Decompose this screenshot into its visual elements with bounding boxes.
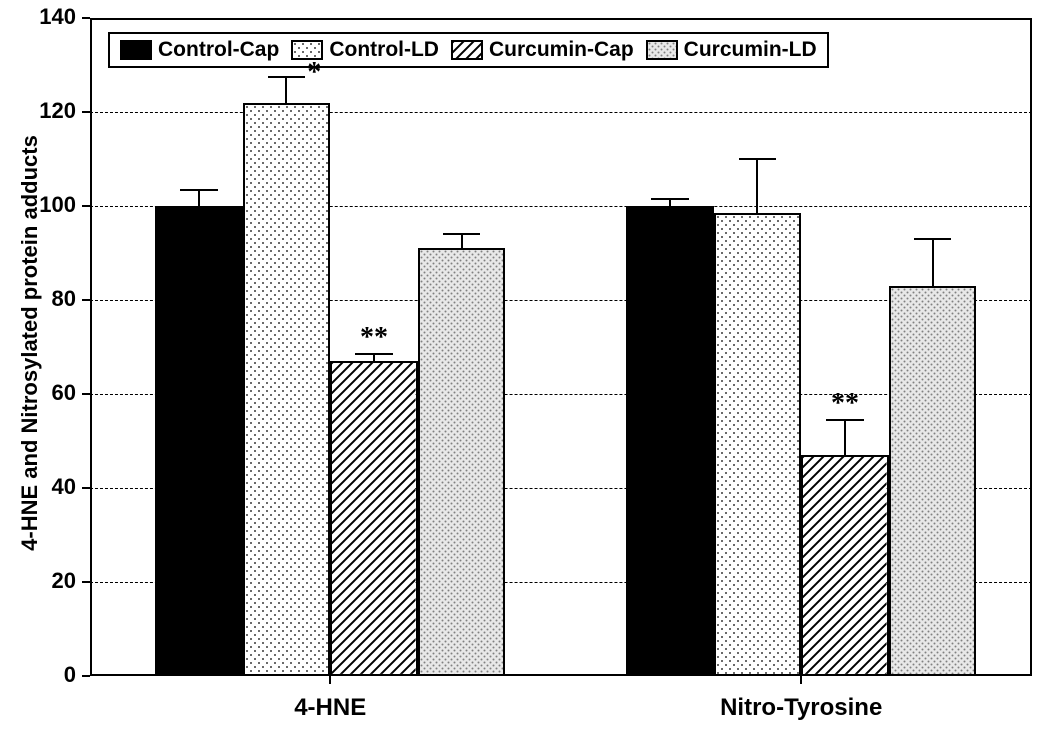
y-tick-mark xyxy=(82,111,90,113)
chart-container: 4-HNE and Nitrosylated protein adducts C… xyxy=(0,0,1050,746)
x-tick-mark xyxy=(329,676,331,684)
legend-label: Curcumin-LD xyxy=(684,38,817,62)
error-bar-cap xyxy=(739,158,777,160)
y-tick-label: 40 xyxy=(0,474,76,500)
y-tick-label: 140 xyxy=(0,4,76,30)
y-tick-mark xyxy=(82,675,90,677)
bar xyxy=(330,361,418,676)
grid-line xyxy=(90,112,1032,113)
x-category-label: 4-HNE xyxy=(180,694,480,722)
error-bar-stem xyxy=(461,234,463,248)
bar xyxy=(243,103,331,676)
bar xyxy=(155,206,243,676)
legend: Control-Cap Control-LD Curcumin-Cap Curcumi… xyxy=(108,32,829,68)
error-bar-stem xyxy=(669,199,671,206)
y-tick-label: 100 xyxy=(0,192,76,218)
y-tick-label: 20 xyxy=(0,568,76,594)
y-tick-mark xyxy=(82,205,90,207)
bar xyxy=(418,248,506,676)
y-tick-mark xyxy=(82,393,90,395)
legend-item: Control-Cap xyxy=(120,38,279,62)
bar xyxy=(889,286,977,676)
error-bar-cap xyxy=(180,189,218,191)
error-bar-stem xyxy=(373,354,375,361)
error-bar-cap xyxy=(914,238,952,240)
x-category-label: Nitro-Tyrosine xyxy=(651,694,951,722)
bar xyxy=(626,206,714,676)
error-bar-stem xyxy=(932,239,934,286)
legend-swatch xyxy=(451,40,483,60)
legend-swatch xyxy=(120,40,152,60)
y-tick-mark xyxy=(82,581,90,583)
y-tick-label: 60 xyxy=(0,380,76,406)
legend-label: Control-Cap xyxy=(158,38,279,62)
y-tick-mark xyxy=(82,17,90,19)
legend-label: Control-LD xyxy=(329,38,439,62)
error-bar-cap xyxy=(443,233,481,235)
error-bar-stem xyxy=(285,77,287,103)
y-tick-mark xyxy=(82,487,90,489)
error-bar-cap xyxy=(651,198,689,200)
legend-item: Curcumin-LD xyxy=(646,38,817,62)
y-tick-label: 120 xyxy=(0,98,76,124)
error-bar-stem xyxy=(198,190,200,206)
error-bar-stem xyxy=(756,159,758,213)
significance-marker: ** xyxy=(805,388,885,420)
significance-marker: ** xyxy=(334,322,414,354)
y-tick-label: 0 xyxy=(0,662,76,688)
y-tick-label: 80 xyxy=(0,286,76,312)
legend-swatch xyxy=(646,40,678,60)
legend-item: Curcumin-Cap xyxy=(451,38,634,62)
legend-label: Curcumin-Cap xyxy=(489,38,634,62)
x-tick-mark xyxy=(800,676,802,684)
bar xyxy=(801,455,889,676)
significance-marker: * xyxy=(307,57,337,89)
bar xyxy=(714,213,802,676)
y-tick-mark xyxy=(82,299,90,301)
error-bar-cap xyxy=(268,76,306,78)
error-bar-stem xyxy=(844,420,846,455)
